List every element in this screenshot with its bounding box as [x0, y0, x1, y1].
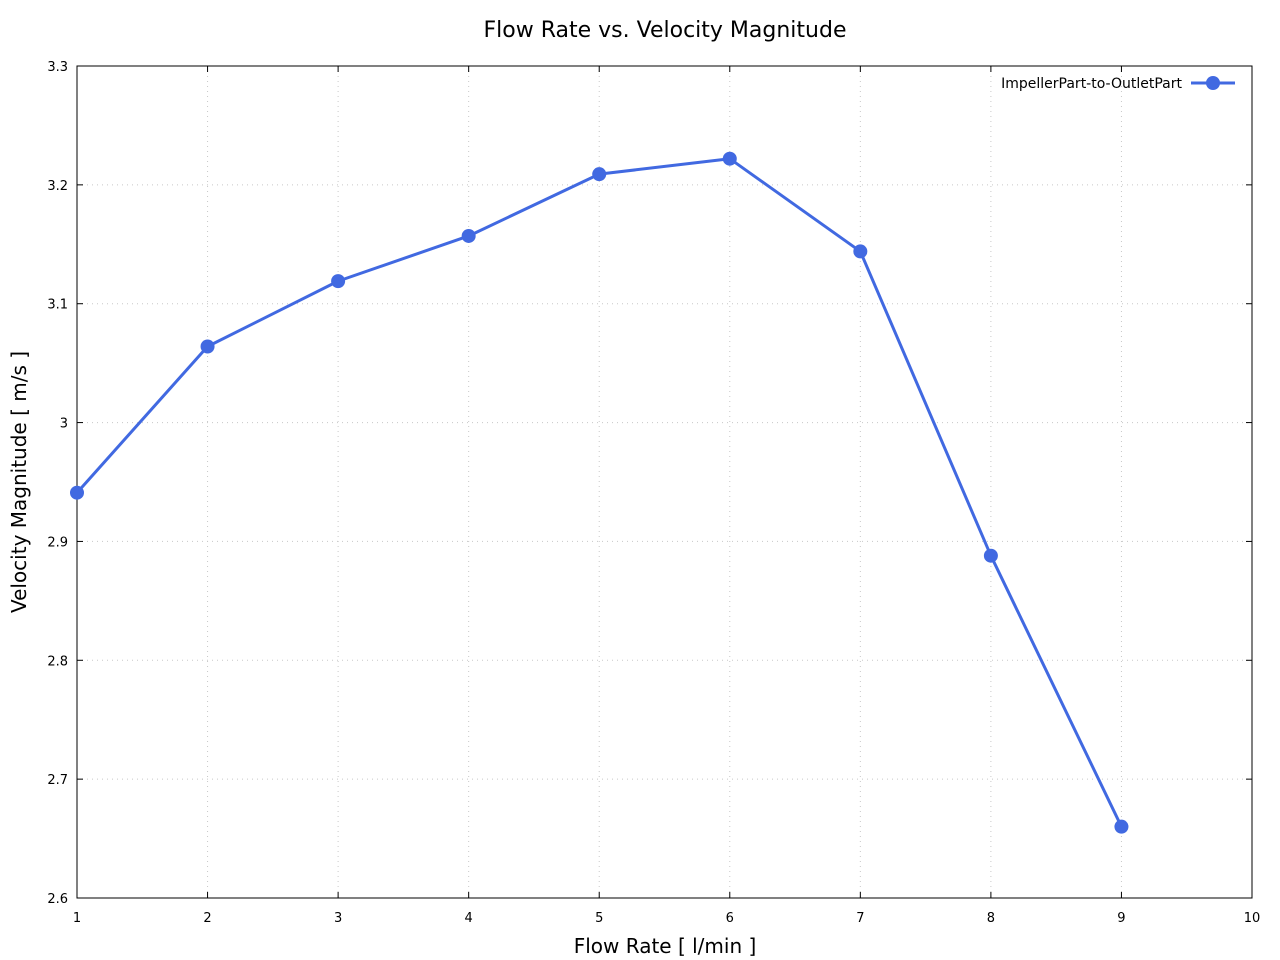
data-point	[853, 244, 868, 259]
legend-marker-swatch	[1206, 76, 1220, 90]
x-tick-label: 7	[856, 911, 864, 926]
y-tick-label: 3	[60, 417, 68, 432]
data-point	[592, 167, 607, 182]
data-point	[461, 228, 476, 243]
y-tick-label: 3.3	[47, 60, 68, 75]
y-tick-label: 3.1	[47, 298, 68, 313]
x-tick-label: 3	[334, 911, 342, 926]
legend: ImpellerPart-to-OutletPart	[1001, 76, 1235, 92]
x-tick-label: 5	[595, 911, 603, 926]
data-point	[1114, 819, 1129, 834]
x-tick-label: 6	[726, 911, 734, 926]
data-point	[200, 339, 215, 354]
y-tick-label: 2.9	[47, 535, 68, 550]
data-point	[70, 485, 84, 500]
x-tick-label: 9	[1117, 911, 1125, 926]
grid	[77, 66, 1252, 898]
legend-label: ImpellerPart-to-OutletPart	[1001, 76, 1182, 92]
chart-title: Flow Rate vs. Velocity Magnitude	[484, 18, 847, 43]
y-tick-label: 3.2	[47, 179, 68, 194]
x-tick-label: 8	[987, 911, 995, 926]
x-tick-label: 2	[203, 911, 211, 926]
x-tick-label: 1	[73, 911, 81, 926]
plot-frame	[76, 65, 1253, 899]
y-axis-title: Velocity Magnitude [ m/s ]	[7, 351, 31, 613]
data-point	[722, 151, 737, 166]
series-layer	[70, 151, 1129, 834]
x-axis-title: Flow Rate [ l/min ]	[574, 934, 757, 958]
x-tick-label: 10	[1244, 911, 1261, 926]
axis-ticks: 1 2 3 4 5 6 7 8 9 10 2.6 2.7 2.8 2.9 3 3.1 3.2 3.3	[47, 60, 1260, 926]
data-point	[331, 274, 346, 289]
x-tick-label: 4	[465, 911, 473, 926]
y-tick-label: 2.6	[47, 892, 68, 907]
y-tick-label: 2.8	[47, 654, 68, 669]
y-tick-label: 2.7	[47, 773, 68, 788]
data-point	[983, 548, 998, 563]
